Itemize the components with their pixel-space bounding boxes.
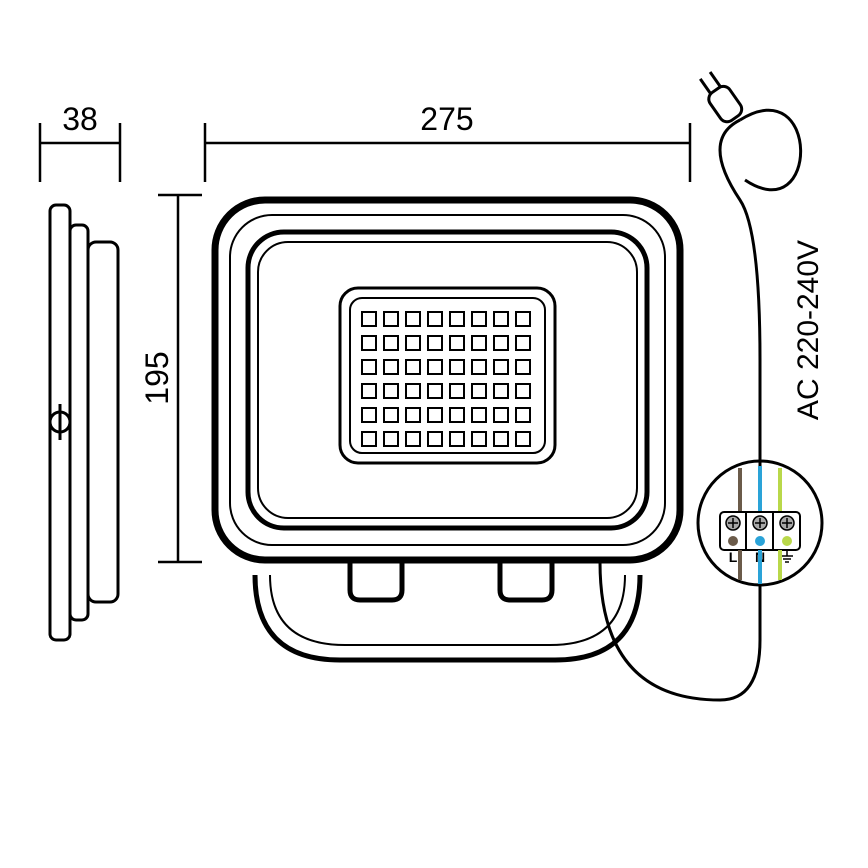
led-cell: [384, 360, 398, 374]
led-cell: [450, 336, 464, 350]
mount-bracket: [255, 560, 640, 660]
led-cell: [516, 408, 530, 422]
led-cell: [494, 408, 508, 422]
power-label: AC 220-240V: [792, 240, 825, 420]
front-view: [215, 200, 760, 700]
led-cell: [516, 336, 530, 350]
dimension-width-value: 275: [420, 101, 473, 137]
led-cell: [428, 336, 442, 350]
led-cell: [472, 408, 486, 422]
led-cell: [362, 360, 376, 374]
led-cell: [472, 432, 486, 446]
earth-icon: [781, 550, 793, 562]
side-view: [50, 205, 118, 640]
power-plug: [695, 69, 744, 125]
led-cell: [450, 360, 464, 374]
power-cable: [695, 69, 800, 468]
led-cell: [516, 360, 530, 374]
led-cell: [428, 432, 442, 446]
led-cell: [516, 432, 530, 446]
led-cell: [428, 384, 442, 398]
led-cell: [406, 432, 420, 446]
dimension-width: 275: [205, 101, 690, 182]
led-cell: [472, 336, 486, 350]
led-cell: [428, 312, 442, 326]
dimension-depth-value: 38: [62, 101, 98, 137]
led-cell: [516, 312, 530, 326]
led-cell: [472, 312, 486, 326]
dimension-height-value: 195: [139, 351, 175, 404]
led-cell: [406, 360, 420, 374]
led-cell: [406, 312, 420, 326]
terminal-magnifier: L N: [698, 461, 822, 585]
led-cell: [384, 384, 398, 398]
led-cell: [384, 336, 398, 350]
dimension-depth: 38: [40, 101, 120, 182]
led-cell: [494, 384, 508, 398]
led-cell: [362, 384, 376, 398]
led-cell: [494, 312, 508, 326]
led-cell: [406, 408, 420, 422]
led-cell: [428, 360, 442, 374]
dimension-height: 195: [139, 195, 202, 562]
led-cell: [450, 384, 464, 398]
led-cell: [450, 408, 464, 422]
led-cell: [494, 336, 508, 350]
led-cell: [472, 360, 486, 374]
diagram-canvas: 38 275 195: [0, 0, 868, 868]
led-cell: [384, 432, 398, 446]
led-cell: [406, 336, 420, 350]
led-cell: [516, 384, 530, 398]
led-cell: [362, 408, 376, 422]
led-cell: [384, 408, 398, 422]
terminal-label-L: L: [729, 549, 738, 565]
led-cell: [428, 408, 442, 422]
led-cell: [450, 312, 464, 326]
led-cell: [362, 432, 376, 446]
led-cell: [362, 336, 376, 350]
led-cell: [472, 384, 486, 398]
led-grid: [362, 312, 530, 446]
led-cell: [494, 360, 508, 374]
led-cell: [362, 312, 376, 326]
led-cell: [450, 432, 464, 446]
led-cell: [494, 432, 508, 446]
led-cell: [384, 312, 398, 326]
led-cell: [406, 384, 420, 398]
